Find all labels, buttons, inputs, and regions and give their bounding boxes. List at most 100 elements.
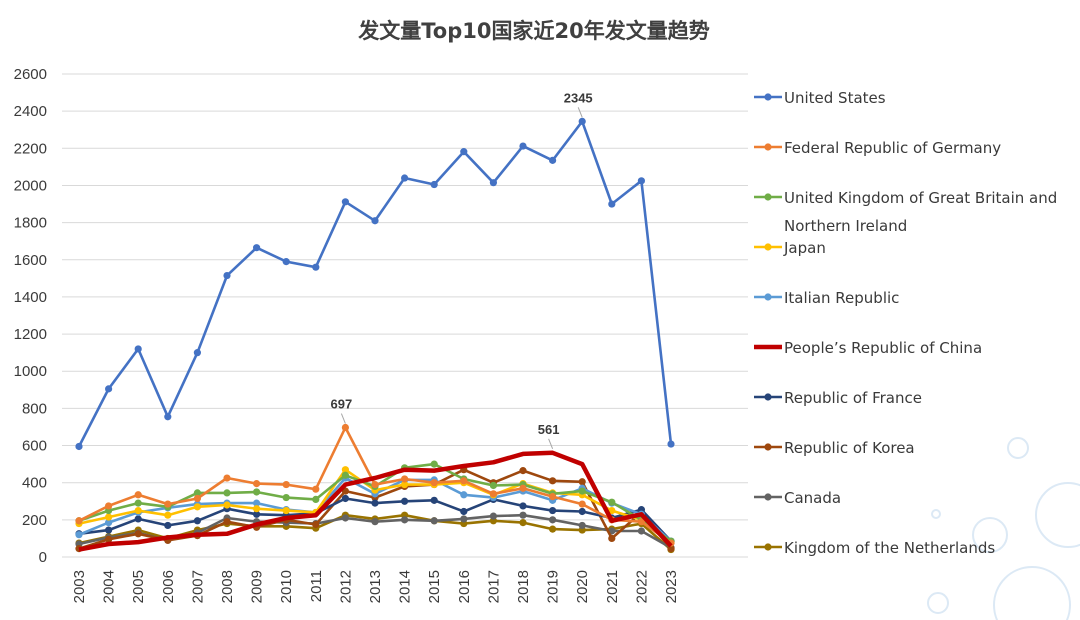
data-point xyxy=(578,507,586,516)
series-5 xyxy=(78,450,673,552)
data-point xyxy=(578,521,586,530)
data-point xyxy=(519,142,527,150)
data-point xyxy=(401,480,409,489)
data-point xyxy=(223,518,231,526)
x-tick-label: 2018 xyxy=(515,570,532,603)
decor-circle xyxy=(972,517,1008,553)
x-tick-label: 2016 xyxy=(456,570,473,603)
legend-label: Republic of France xyxy=(784,389,922,407)
data-point xyxy=(460,491,468,499)
decor-circle xyxy=(1007,437,1029,459)
data-point xyxy=(75,517,83,525)
legend-item: Japan xyxy=(754,239,826,257)
data-point xyxy=(519,484,527,492)
data-point xyxy=(164,521,172,530)
data-point xyxy=(549,506,557,515)
series-9 xyxy=(75,511,675,554)
data-point xyxy=(164,413,172,421)
legend-item: People’s Republic of China xyxy=(754,339,982,357)
y-axis-ticks: 0 200 400 600 800 1000 1200 1400 1600 1800 2000 220… xyxy=(14,66,47,566)
x-tick-label: 2004 xyxy=(101,570,118,603)
data-point xyxy=(460,507,468,516)
data-point xyxy=(430,517,438,525)
legend-marker xyxy=(764,143,772,151)
data-point xyxy=(105,385,113,393)
legend-item: Canada xyxy=(754,489,841,507)
data-point xyxy=(134,345,142,353)
legend-label: Japan xyxy=(783,239,826,257)
data-point xyxy=(371,217,379,225)
legend-item: United Kingdom of Great Britain and North… xyxy=(754,189,1057,235)
legend-label: United States xyxy=(784,89,886,107)
series-0 xyxy=(75,117,675,451)
x-tick-label: 2017 xyxy=(485,570,502,603)
data-point xyxy=(312,495,320,504)
y-tick-label: 1400 xyxy=(14,289,47,306)
annotation-leader xyxy=(548,438,554,449)
data-point xyxy=(341,198,349,206)
data-point xyxy=(75,531,83,539)
data-point xyxy=(519,519,527,527)
data-point xyxy=(253,499,261,507)
x-tick-label: 2008 xyxy=(219,570,236,603)
y-tick-label: 200 xyxy=(22,512,47,529)
legend-item: Republic of Korea xyxy=(754,439,915,457)
x-tick-label: 2005 xyxy=(130,570,147,603)
data-point xyxy=(430,460,438,468)
data-point xyxy=(460,148,468,156)
data-point xyxy=(193,489,201,497)
data-label: 697 xyxy=(331,397,353,412)
series-line xyxy=(77,120,673,448)
decor-circle xyxy=(993,566,1071,620)
legend-marker xyxy=(764,393,772,401)
y-tick-label: 400 xyxy=(22,475,47,492)
data-point xyxy=(401,516,409,524)
data-point xyxy=(282,506,290,515)
legend-label: Italian Republic xyxy=(784,289,899,307)
x-tick-label: 2015 xyxy=(426,570,443,603)
data-point xyxy=(341,514,349,522)
x-tick-label: 2014 xyxy=(397,570,414,603)
x-axis-ticks: 2003 2004 2005 2006 2007 2008 2009 2010 2011 2012… xyxy=(71,570,680,603)
data-point xyxy=(637,518,646,526)
legend-marker xyxy=(764,493,772,501)
data-point xyxy=(578,487,586,495)
data-point xyxy=(223,271,231,280)
y-tick-label: 800 xyxy=(22,400,47,417)
legend-label: Federal Republic of Germany xyxy=(784,139,1001,157)
data-label: 561 xyxy=(538,422,560,437)
background-decoration xyxy=(927,437,1080,620)
series-lines xyxy=(75,117,675,554)
x-tick-label: 2007 xyxy=(189,570,206,603)
data-annotations: 2345 697 561 xyxy=(331,90,593,449)
series-6 xyxy=(75,494,675,545)
data-point xyxy=(637,527,646,535)
legend-label: Republic of Korea xyxy=(784,439,915,457)
y-tick-label: 2200 xyxy=(14,140,47,157)
data-point xyxy=(578,500,586,508)
data-point xyxy=(549,516,557,524)
x-tick-label: 2009 xyxy=(249,570,266,603)
data-point xyxy=(134,506,142,515)
data-point xyxy=(341,466,349,474)
data-point xyxy=(401,475,409,483)
data-point xyxy=(193,494,201,503)
data-point xyxy=(430,180,438,189)
legend-label: People’s Republic of China xyxy=(784,339,982,357)
annotation-leader xyxy=(340,413,346,424)
data-point xyxy=(608,200,616,208)
data-point xyxy=(253,510,261,518)
y-tick-label: 1600 xyxy=(14,252,47,269)
x-tick-label: 2022 xyxy=(633,570,650,603)
data-point xyxy=(519,502,527,510)
data-point xyxy=(489,179,497,187)
y-tick-label: 1800 xyxy=(14,215,47,232)
data-point xyxy=(341,471,349,479)
data-point xyxy=(105,526,113,534)
x-tick-label: 2012 xyxy=(337,570,354,603)
legend-label: United Kingdom of Great Britain and xyxy=(784,189,1057,207)
data-point xyxy=(105,513,113,521)
data-point xyxy=(282,480,290,489)
y-tick-label: 2400 xyxy=(14,103,47,120)
